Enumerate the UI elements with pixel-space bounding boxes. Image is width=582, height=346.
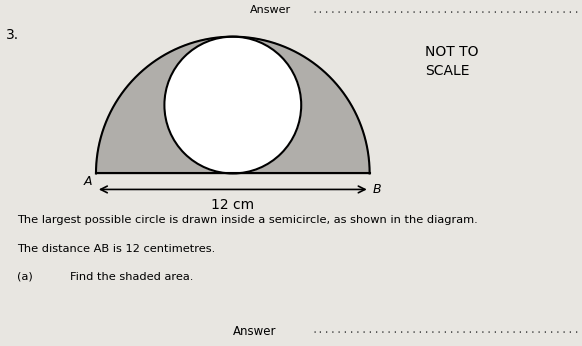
Text: 3.: 3. [6, 28, 19, 42]
Text: B: B [373, 183, 382, 196]
Text: The distance AB is 12 centimetres.: The distance AB is 12 centimetres. [17, 244, 216, 254]
Text: 12 cm: 12 cm [211, 198, 254, 212]
Text: (a): (a) [17, 272, 33, 282]
Circle shape [164, 37, 301, 173]
Text: A: A [84, 175, 93, 188]
Text: .................................................: ........................................… [311, 325, 582, 335]
Text: Find the shaded area.: Find the shaded area. [70, 272, 193, 282]
Text: Answer: Answer [233, 325, 276, 338]
Polygon shape [96, 37, 370, 173]
Text: NOT TO
SCALE: NOT TO SCALE [425, 45, 478, 79]
Text: Answer: Answer [250, 5, 292, 15]
Text: The largest possible circle is drawn inside a semicircle, as shown in the diagra: The largest possible circle is drawn ins… [17, 215, 478, 225]
Text: ............................................................: ........................................… [311, 5, 582, 15]
